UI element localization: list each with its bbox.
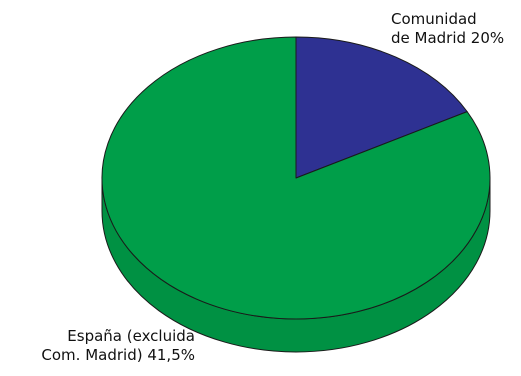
pie-slice-1 bbox=[101, 36, 491, 320]
slice-label-madrid-line-1: Comunidad bbox=[391, 10, 477, 28]
slice-label-madrid: Comunidad de Madrid 20% bbox=[391, 10, 504, 48]
slice-label-espana: España (excluida Com. Madrid) 41,5% bbox=[41, 327, 195, 365]
pie-slice-0 bbox=[295, 36, 468, 179]
slice-label-espana-line-1: España (excluida bbox=[67, 327, 195, 345]
slice-label-espana-line-2: Com. Madrid) 41,5% bbox=[41, 346, 195, 364]
slice-label-madrid-line-2: de Madrid 20% bbox=[391, 29, 505, 47]
